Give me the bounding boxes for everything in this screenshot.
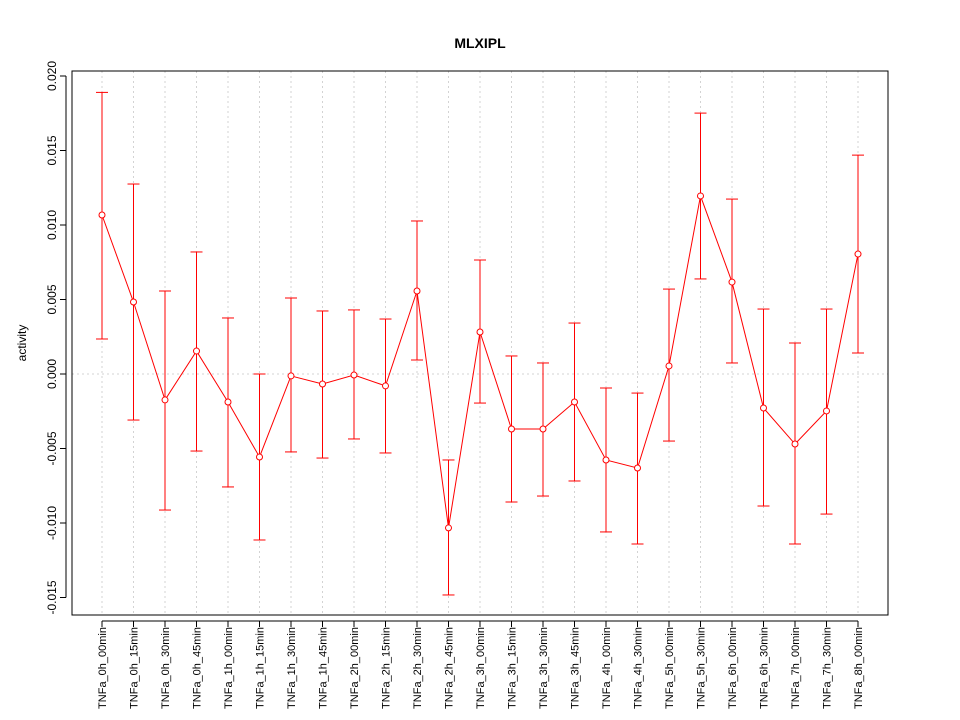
x-tick-label: TNFa_2h_00min bbox=[349, 627, 361, 709]
x-tick-label: TNFa_3h_15min bbox=[507, 627, 519, 709]
x-tick-label: TNFa_1h_45min bbox=[318, 627, 330, 709]
data-point bbox=[350, 371, 358, 379]
x-tick-label: TNFa_7h_30min bbox=[822, 627, 834, 709]
data-point bbox=[665, 362, 673, 370]
data-point bbox=[476, 328, 484, 336]
x-tick-label: TNFa_3h_30min bbox=[538, 627, 550, 709]
x-tick-label: TNFa_7h_00min bbox=[790, 627, 802, 709]
data-point bbox=[791, 440, 799, 448]
y-tick-label: -0.005 bbox=[45, 431, 59, 465]
x-tick-label: TNFa_0h_45min bbox=[192, 627, 204, 709]
x-tick-label: TNFa_4h_30min bbox=[633, 627, 645, 709]
data-point bbox=[224, 398, 232, 406]
x-tick-label: TNFa_3h_00min bbox=[475, 627, 487, 709]
data-point bbox=[539, 425, 547, 433]
x-tick-label: TNFa_2h_15min bbox=[381, 627, 393, 709]
y-tick-label: -0.015 bbox=[45, 580, 59, 614]
data-point bbox=[413, 287, 421, 295]
data-point bbox=[193, 347, 200, 355]
x-tick-label: TNFa_5h_30min bbox=[696, 627, 708, 709]
data-point bbox=[760, 404, 767, 412]
y-tick-label: 0.020 bbox=[45, 61, 59, 91]
y-tick-label: 0.000 bbox=[45, 359, 59, 389]
data-point bbox=[382, 382, 389, 390]
x-tick-label: TNFa_8h_00min bbox=[853, 627, 865, 709]
data-point bbox=[130, 298, 137, 306]
data-point bbox=[256, 453, 263, 461]
data-point bbox=[445, 524, 452, 532]
data-point bbox=[98, 211, 106, 219]
x-tick-label: TNFa_6h_30min bbox=[759, 627, 771, 709]
x-tick-label: TNFa_1h_15min bbox=[255, 627, 267, 709]
data-point bbox=[854, 250, 862, 258]
x-tick-label: TNFa_6h_00min bbox=[727, 627, 739, 709]
y-tick-label: -0.010 bbox=[45, 506, 59, 540]
data-point bbox=[823, 407, 830, 415]
data-point bbox=[602, 456, 610, 464]
data-point bbox=[319, 380, 326, 388]
data-point bbox=[728, 278, 736, 286]
x-tick-label: TNFa_1h_00min bbox=[223, 627, 235, 709]
y-tick-label: 0.015 bbox=[45, 135, 59, 165]
y-tick-label: 0.005 bbox=[45, 284, 59, 314]
y-axis: -0.015 -0.010 -0.005 0.000 0.005 0.010 0.015 0.… bbox=[45, 61, 67, 615]
x-tick-label: TNFa_2h_45min bbox=[444, 627, 456, 709]
data-point bbox=[571, 398, 578, 406]
x-tick-label: TNFa_5h_00min bbox=[664, 627, 676, 709]
x-axis: TNFa_0h_00min TNFa_0h_15min TNFa_0h_30min T… bbox=[97, 620, 865, 709]
data-point bbox=[697, 192, 704, 200]
y-tick-label: 0.010 bbox=[45, 210, 59, 240]
data-marks bbox=[96, 91, 864, 596]
x-tick-label: TNFa_4h_00min bbox=[601, 627, 613, 709]
chart-title: MLXIPL bbox=[454, 35, 506, 51]
data-point bbox=[508, 425, 515, 433]
data-point bbox=[287, 372, 295, 380]
x-tick-label: TNFa_2h_30min bbox=[412, 627, 424, 709]
plot-frame bbox=[71, 70, 889, 616]
y-axis-label: activity bbox=[15, 325, 29, 362]
x-tick-label: TNFa_1h_30min bbox=[286, 627, 298, 709]
data-point bbox=[161, 396, 169, 404]
x-tick-label: TNFa_0h_00min bbox=[97, 627, 109, 709]
data-point bbox=[634, 464, 641, 472]
x-tick-label: TNFa_3h_45min bbox=[570, 627, 582, 709]
x-tick-label: TNFa_0h_15min bbox=[129, 627, 141, 709]
x-tick-label: TNFa_0h_30min bbox=[160, 627, 172, 709]
